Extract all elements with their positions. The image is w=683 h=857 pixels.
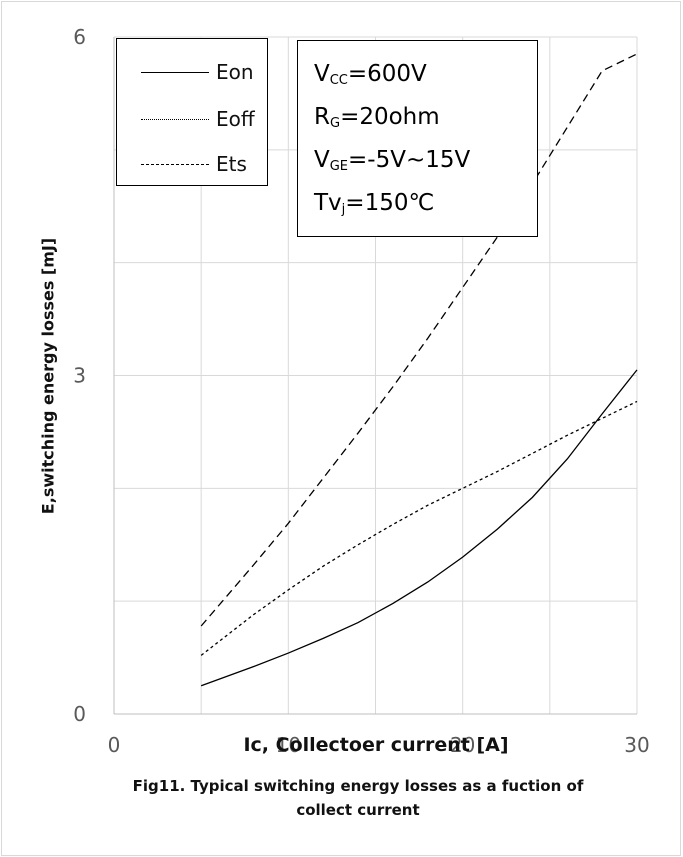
y-tick-label: 0 bbox=[73, 702, 86, 726]
param-tvj: Tvj=150℃ bbox=[314, 190, 435, 217]
legend-dotted-line bbox=[141, 119, 209, 120]
series-line-eon bbox=[200, 369, 638, 687]
tick-labels: 0 10 20 30 0 3 6 bbox=[73, 25, 649, 757]
caption-line-2: collect current bbox=[296, 801, 420, 819]
y-tick-label: 3 bbox=[73, 364, 86, 388]
legend-dashed-line bbox=[141, 164, 209, 165]
param-vcc: VCC=600V bbox=[314, 61, 427, 88]
series-line-ets bbox=[200, 53, 638, 627]
legend: Eon Eoff Ets bbox=[116, 38, 268, 186]
legend-label: Ets bbox=[216, 152, 247, 176]
legend-item-eon: Eon bbox=[117, 58, 267, 88]
param-vge: VGE=-5V~15V bbox=[314, 147, 471, 174]
y-tick-label: 6 bbox=[73, 25, 86, 49]
figure-caption: Fig11. Typical switching energy losses a… bbox=[0, 774, 683, 822]
x-tick-label: 30 bbox=[624, 733, 649, 757]
legend-item-eoff: Eoff bbox=[117, 105, 267, 135]
legend-label: Eoff bbox=[216, 107, 255, 131]
x-tick-label: 0 bbox=[108, 733, 121, 757]
test-conditions-box: VCC=600V RG=20ohm VGE=-5V~15V Tvj=150℃ bbox=[297, 40, 538, 237]
series-lines bbox=[200, 53, 638, 687]
legend-label: Eon bbox=[216, 60, 254, 84]
x-axis-label: Ic, Collectoer current [A] bbox=[243, 734, 509, 756]
caption-line-1: Fig11. Typical switching energy losses a… bbox=[132, 777, 584, 795]
y-axis-label: E,switching energy losses [mJ] bbox=[38, 237, 58, 515]
param-rg: RG=20ohm bbox=[314, 104, 440, 131]
x-tick-label: 20 bbox=[450, 733, 475, 757]
x-tick-label: 10 bbox=[276, 733, 301, 757]
series-line-eoff bbox=[200, 400, 638, 656]
legend-item-ets: Ets bbox=[117, 150, 267, 180]
legend-solid-line bbox=[141, 72, 209, 73]
